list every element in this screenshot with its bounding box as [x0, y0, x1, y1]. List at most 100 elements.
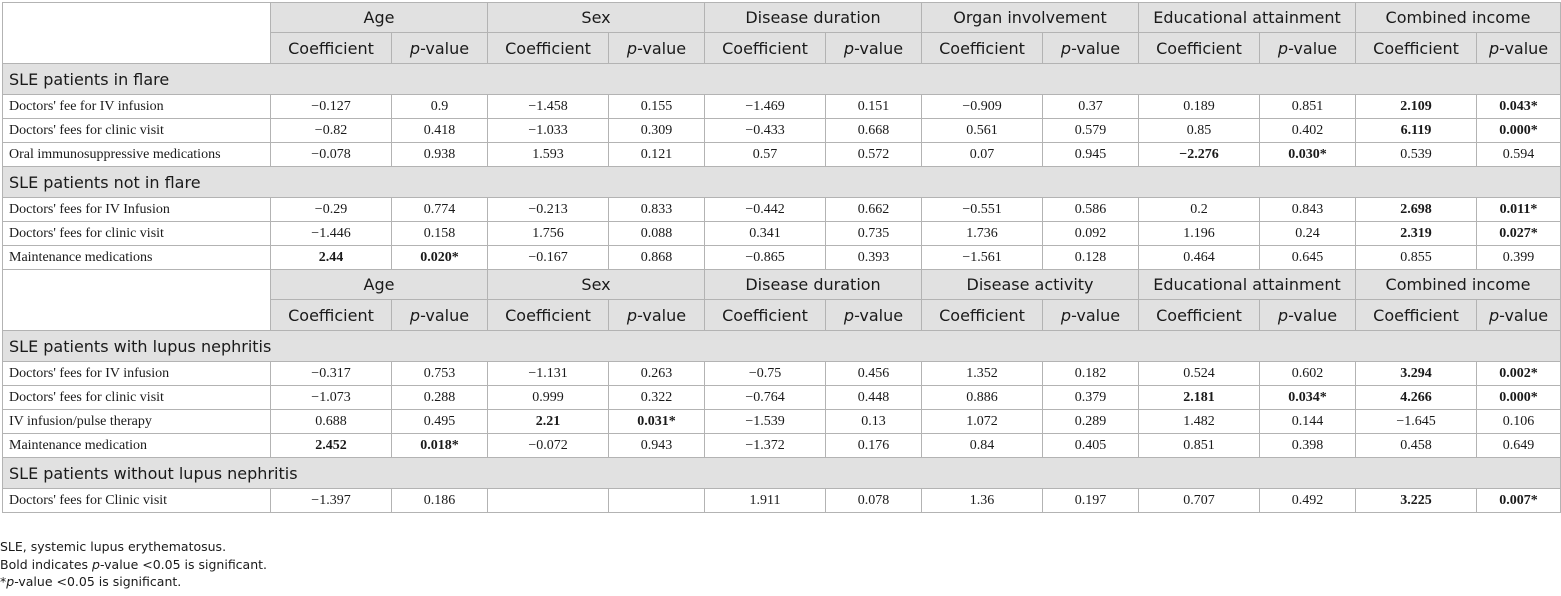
cell-value: 0.851: [1291, 98, 1324, 114]
coefficient-cell: −0.75: [704, 361, 827, 386]
p-value-cell: 0.393: [825, 245, 923, 270]
p-value-header-italic: p: [1277, 305, 1289, 325]
coefficient-header: Coefficient: [270, 299, 392, 331]
table-row: Maintenance medications 2.44 0.020* −0.167 0…: [2, 245, 1561, 270]
coefficient-cell: −1.645: [1355, 409, 1478, 434]
footnote-asterisk: *p-value <0.05 is significant.: [0, 574, 182, 589]
footnote-bold: Bold indicates p-value <0.05 is signific…: [0, 556, 268, 572]
table-row: Doctors' fees for Clinic visit −1.397 0.18…: [2, 488, 1561, 513]
p-value-header: p-value: [390, 32, 489, 64]
p-value-cell: 0.182: [1042, 361, 1140, 386]
p-value-cell: 0.121: [608, 142, 706, 167]
coefficient-cell: 2.319: [1355, 221, 1478, 246]
cell-value: 0.186: [423, 492, 456, 508]
cell-value: 0.002: [1499, 365, 1531, 381]
table-row: Oral immunosuppressive medications −0.078…: [2, 142, 1561, 167]
coefficient-cell: 0.851: [1138, 433, 1261, 458]
cell-value: 0.24: [1295, 225, 1320, 241]
cell-value: 0.943: [640, 437, 673, 453]
cell-value: −0.909: [962, 98, 1002, 114]
cell-value: 0.9: [430, 98, 449, 114]
cell-value: 0.886: [966, 389, 998, 405]
coefficient-cell: −1.397: [270, 488, 392, 513]
p-value-header-italic: p: [409, 305, 421, 325]
cell-value: 3.225: [1400, 492, 1432, 508]
row-label: Doctors' fees for clinic visit: [2, 221, 271, 246]
header-row-groups: Age Sex Disease duration Disease activity Ed…: [2, 269, 1561, 331]
header-row-subcolumns: Coefficient p-value Coefficient p-value Coef…: [3, 32, 1561, 64]
cell-value: 0.031: [637, 413, 669, 429]
coefficient-cell: 1.736: [921, 221, 1044, 246]
p-value-cell: 0.456: [825, 361, 923, 386]
cell-value: 0.448: [857, 389, 890, 405]
cell-value: 0.176: [857, 437, 890, 453]
column-group-header: Combined income: [1355, 2, 1561, 33]
row-label: Doctors' fees for clinic visit: [2, 118, 271, 143]
cell-value: 0.034: [1288, 389, 1320, 405]
cell-value: 0.586: [1074, 201, 1107, 217]
column-group-header: Organ involvement: [921, 2, 1140, 33]
p-value-cell: 0.289: [1042, 409, 1140, 434]
p-value-cell: 0.398: [1259, 433, 1357, 458]
section-title: SLE patients not in flare: [1, 166, 1561, 198]
cell-value: 0.078: [857, 492, 890, 508]
cell-value: 0.288: [423, 389, 456, 405]
coefficient-cell: 0.688: [270, 409, 392, 434]
header-blank-cell: [2, 2, 271, 64]
p-value-cell: 0.774: [390, 197, 489, 222]
p-value-cell: 0.106: [1476, 409, 1561, 434]
cell-value: 2.319: [1400, 225, 1432, 241]
coefficient-cell: −1.458: [487, 94, 610, 119]
p-value-cell: 0.186: [390, 488, 489, 513]
cell-value: 0.092: [1074, 225, 1107, 241]
cell-value: 0.833: [640, 201, 673, 217]
p-value-cell: 0.092: [1042, 221, 1140, 246]
cell-value: 0.492: [1291, 492, 1324, 508]
coefficient-cell: −0.213: [487, 197, 610, 222]
coefficient-header: Coefficient: [1138, 32, 1261, 64]
coefficient-cell: 1.36: [921, 488, 1044, 513]
coefficient-cell: −0.865: [704, 245, 827, 270]
cell-value: 6.119: [1400, 122, 1432, 138]
column-group-header: Age: [269, 2, 489, 33]
coefficient-cell: −0.764: [704, 385, 827, 410]
table-footnotes: SLE, systemic lupus erythematosus. Bold …: [0, 538, 267, 591]
p-value-cell: 0.24: [1259, 221, 1357, 246]
p-value-header-italic: p: [1277, 38, 1289, 58]
p-value-header-italic: p: [1488, 38, 1500, 58]
row-label: Maintenance medications: [2, 245, 271, 270]
cell-value: 0.851: [1183, 437, 1215, 453]
significance-marker: *: [1319, 146, 1327, 162]
cell-value: 0.855: [1400, 249, 1432, 265]
p-value-header: p-value: [825, 32, 923, 64]
cell-value: 0.85: [1186, 122, 1212, 138]
p-value-cell: 0.843: [1259, 197, 1357, 222]
row-label: IV infusion/pulse therapy: [2, 409, 271, 434]
cell-value: 0.000: [1499, 122, 1531, 138]
p-value-cell: 0.011*: [1476, 197, 1561, 222]
cell-value: −1.645: [1396, 413, 1436, 429]
cell-value: 0.121: [640, 146, 673, 162]
coefficient-cell: 0.2: [1138, 197, 1261, 222]
p-value-header-suffix: -value: [854, 38, 904, 58]
significance-marker: *: [1530, 98, 1538, 114]
coefficient-cell: −0.072: [487, 433, 610, 458]
cell-value: −0.75: [748, 365, 782, 381]
section-header-row: SLE patients without lupus nephritis: [1, 457, 1561, 489]
row-label: Doctors' fee for IV infusion: [2, 94, 271, 119]
cell-value: 0.594: [1502, 146, 1535, 162]
cell-value: 0.999: [532, 389, 564, 405]
cell-value: 0.561: [966, 122, 998, 138]
coefficient-cell: 2.452: [270, 433, 392, 458]
cell-value: 2.44: [318, 249, 344, 265]
cell-value: −1.397: [311, 492, 351, 508]
coefficient-header: Coefficient: [1355, 299, 1478, 331]
p-value-header-suffix: -value: [1499, 38, 1549, 58]
coefficient-cell: 3.225: [1355, 488, 1478, 513]
column-group-header: Age: [269, 269, 489, 300]
p-value-cell: 0.833: [608, 197, 706, 222]
coefficient-cell: [487, 488, 610, 513]
table-row: Doctors' fee for IV infusion −0.127 0.9 −1.…: [2, 94, 1561, 119]
coefficient-cell: −0.317: [270, 361, 392, 386]
p-value-cell: 0.078: [825, 488, 923, 513]
